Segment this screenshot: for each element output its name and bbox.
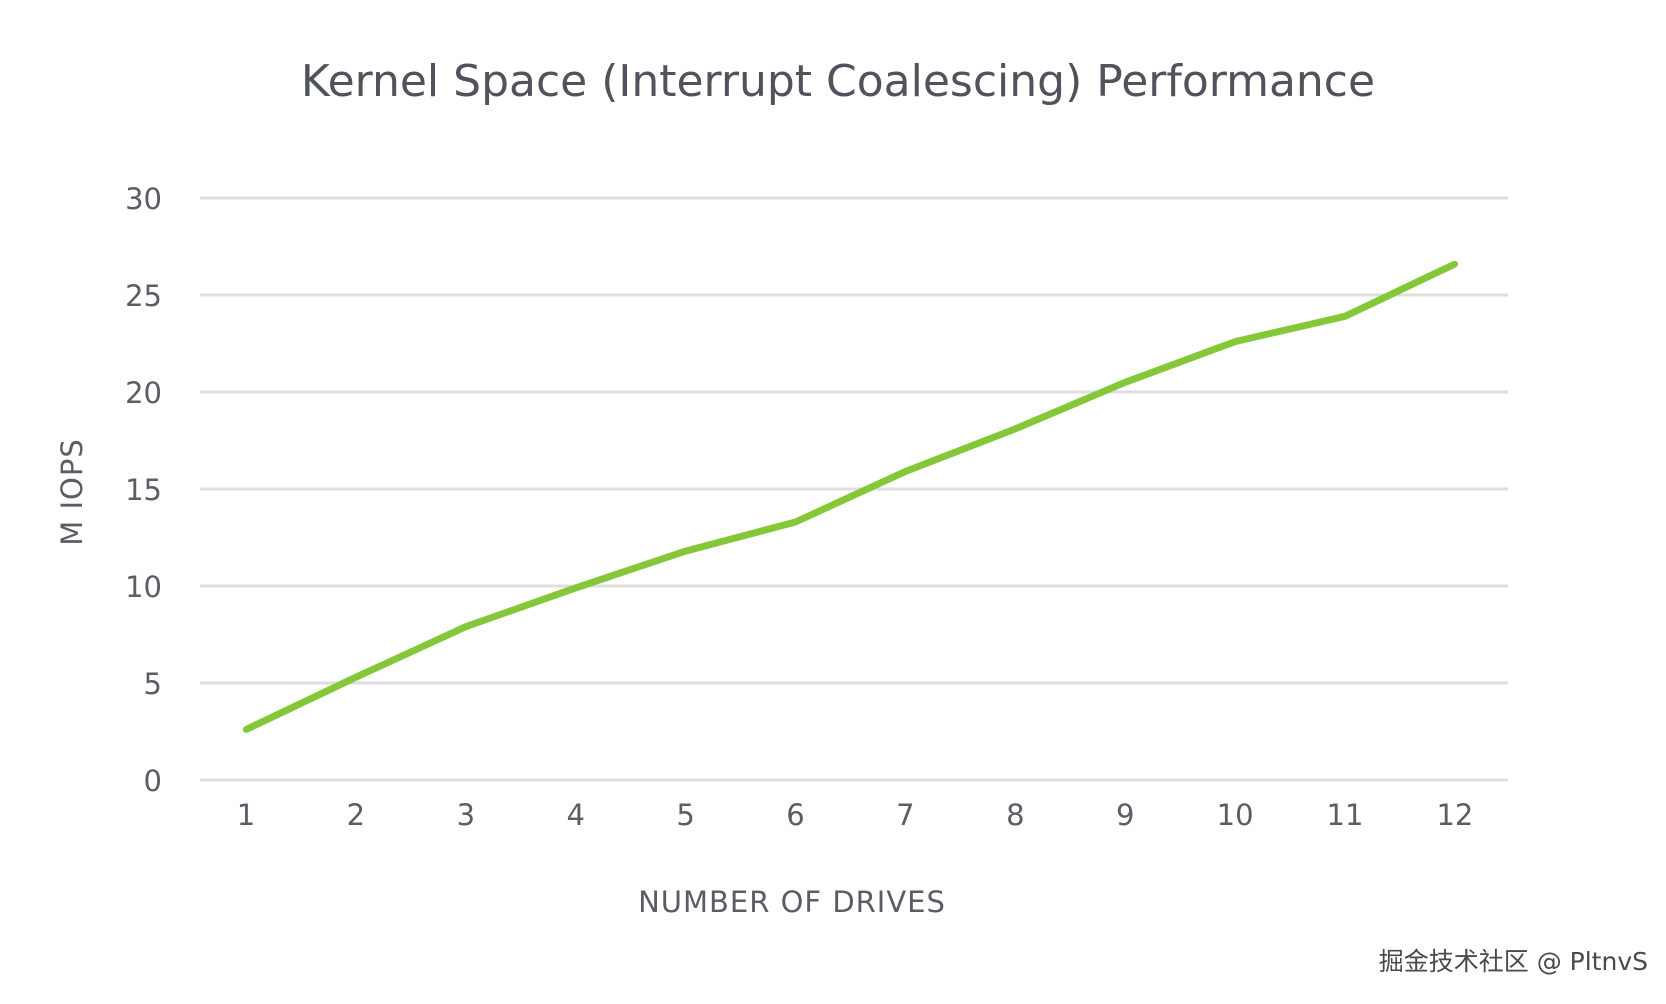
series-line	[244, 260, 1457, 733]
gridlines	[200, 196, 1508, 782]
x-tick-label: 2	[347, 798, 365, 832]
data-point	[1012, 425, 1019, 433]
data-point	[1122, 379, 1129, 386]
data-point	[462, 623, 469, 630]
data-point	[352, 673, 360, 681]
y-tick-label: 0	[144, 764, 162, 798]
y-tick-label: 15	[125, 473, 162, 507]
series-lines	[242, 260, 1459, 733]
data-point	[242, 726, 250, 733]
y-tick-label: 20	[125, 376, 162, 410]
watermark: 掘金技术社区 @ PltnvS	[1378, 947, 1648, 976]
y-axis-ticks: 0 5 10 15 20 25 30	[125, 182, 162, 798]
y-axis-label: M IOPS	[55, 438, 89, 546]
x-tick-label: 9	[1116, 798, 1134, 832]
y-tick-label: 30	[125, 182, 162, 216]
x-tick-label: 12	[1436, 798, 1473, 832]
chart-title: Kernel Space (Interrupt Coalescing) Perf…	[301, 56, 1375, 107]
data-point	[792, 518, 799, 526]
x-tick-label: 11	[1327, 798, 1364, 832]
x-tick-label: 3	[457, 798, 475, 832]
x-axis-ticks: 1 2 3 4 5 6 7 8 9 10 11 12	[237, 798, 1474, 832]
x-tick-label: 6	[786, 798, 804, 832]
y-tick-label: 10	[125, 570, 162, 604]
data-point	[902, 468, 909, 475]
y-tick-label: 5	[144, 667, 162, 701]
y-tick-label: 25	[125, 279, 162, 313]
x-tick-label: 7	[896, 798, 914, 832]
x-tick-label: 8	[1006, 798, 1024, 832]
data-point	[682, 547, 689, 555]
x-tick-label: 10	[1217, 798, 1254, 832]
x-tick-label: 5	[676, 798, 694, 832]
data-point	[1341, 313, 1349, 320]
data-point	[1231, 338, 1239, 345]
data-point	[1451, 260, 1459, 268]
x-tick-label: 1	[237, 798, 255, 832]
x-tick-label: 4	[566, 798, 584, 832]
data-point	[572, 584, 579, 592]
x-axis-label: NUMBER OF DRIVES	[638, 885, 946, 919]
